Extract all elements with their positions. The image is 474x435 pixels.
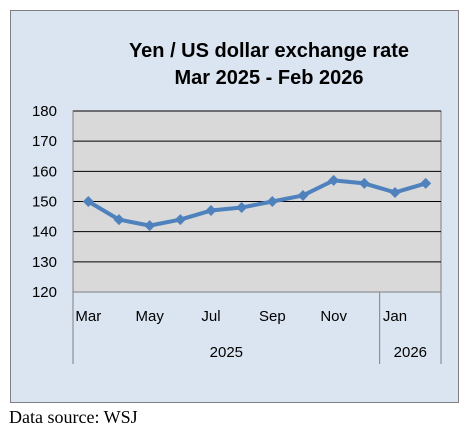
x-tick-label: Mar [75, 308, 101, 325]
x-tick-label: Sep [259, 308, 286, 325]
y-tick-label: 170 [32, 133, 57, 150]
data-point [266, 196, 278, 207]
data-point [328, 174, 340, 186]
y-tick-label: 160 [32, 163, 57, 180]
y-tick-label: 180 [32, 103, 57, 120]
y-tick-label: 120 [32, 284, 57, 301]
year-group-label: 2025 [210, 344, 243, 361]
x-tick-label: May [135, 308, 164, 325]
year-group-label: 2026 [394, 344, 427, 361]
chart-frame: Yen / US dollar exchange rate Mar 2025 - … [10, 10, 459, 403]
data-source-note: Data source: WSJ [9, 407, 138, 427]
data-point [205, 205, 217, 217]
x-tick-label: Jul [201, 308, 220, 325]
data-point [236, 202, 248, 214]
chart-title-line: Mar 2025 - Feb 2026 [175, 67, 364, 89]
y-tick-label: 140 [32, 224, 57, 241]
x-tick-label: Nov [320, 308, 347, 325]
x-tick-label: Jan [383, 308, 407, 325]
data-point [420, 177, 432, 189]
chart-title-line: Yen / US dollar exchange rate [129, 40, 409, 62]
y-tick-label: 150 [32, 194, 57, 211]
data-point [358, 177, 370, 189]
data-point [389, 186, 401, 198]
data-point [144, 220, 156, 232]
data-point [297, 189, 309, 201]
data-point [82, 196, 94, 207]
line-chart: Yen / US dollar exchange rate Mar 2025 - … [32, 40, 442, 364]
data-point [113, 214, 125, 226]
series-line [87, 178, 427, 228]
data-point [174, 214, 186, 226]
y-tick-label: 130 [32, 254, 57, 271]
